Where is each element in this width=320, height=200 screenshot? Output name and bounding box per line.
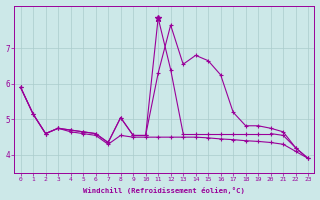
X-axis label: Windchill (Refroidissement éolien,°C): Windchill (Refroidissement éolien,°C) (84, 187, 245, 194)
